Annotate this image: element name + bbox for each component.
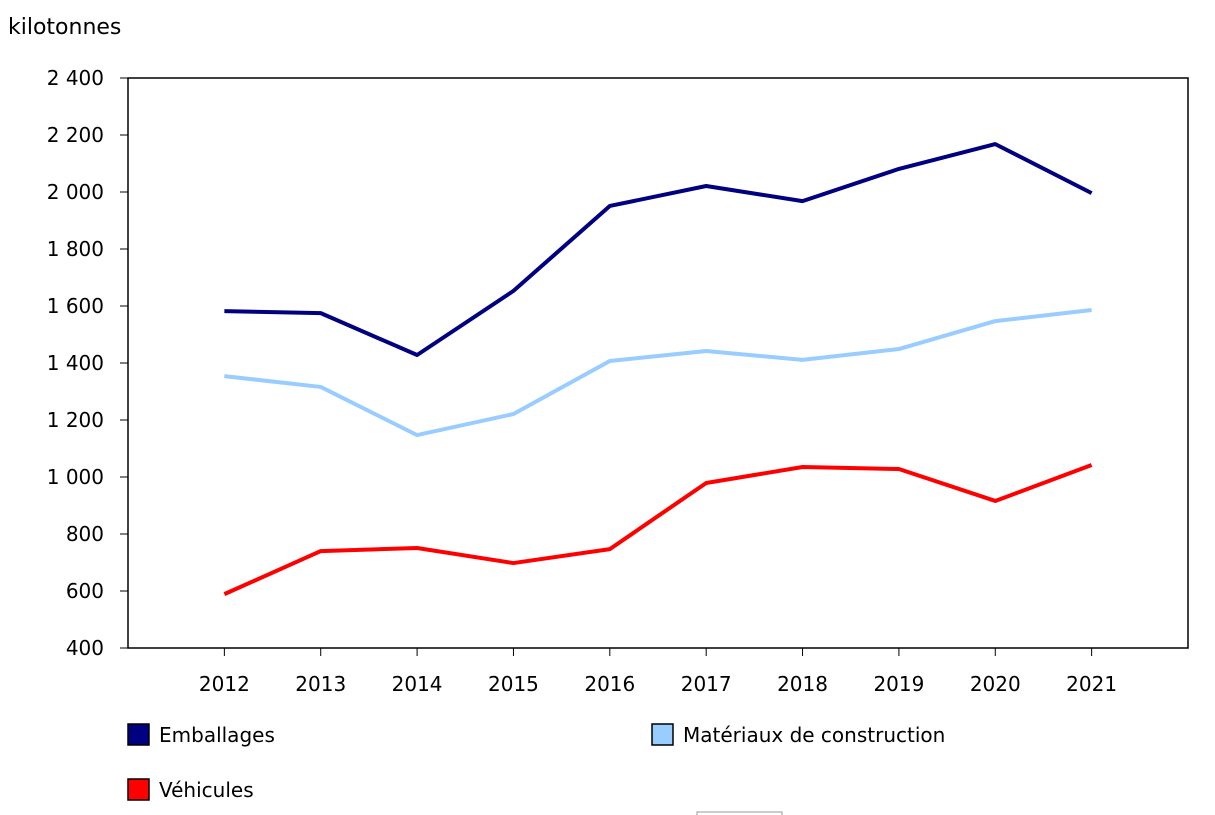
legend-label: Emballages: [159, 723, 275, 747]
x-tick-label: 2018: [777, 672, 828, 696]
y-axis-label: kilotonnes: [8, 15, 121, 40]
x-tick-label: 2021: [1066, 672, 1117, 696]
legend-item: Véhicules: [127, 778, 254, 802]
legend-swatch: [127, 723, 150, 746]
legend-item: Matériaux de construction: [651, 723, 945, 747]
footer-button[interactable]: [696, 811, 783, 815]
x-tick-label: 2013: [295, 672, 346, 696]
x-tick-label: 2020: [970, 672, 1021, 696]
series-line-2: [223, 463, 1093, 596]
y-tick-label: 1 200: [47, 408, 104, 432]
legend-swatch: [127, 778, 150, 801]
x-tick-label: 2019: [873, 672, 924, 696]
x-tick-label: 2014: [392, 672, 443, 696]
y-tick-label: 1 600: [47, 294, 104, 318]
y-tick-label: 1 000: [47, 465, 104, 489]
x-tick-label: 2016: [584, 672, 635, 696]
plot-area: [127, 77, 1189, 649]
legend-swatch: [651, 723, 674, 746]
legend-label: Matériaux de construction: [683, 723, 945, 747]
x-tick-label: 2015: [488, 672, 539, 696]
y-tick-label: 1 800: [47, 237, 104, 261]
x-tick-label: 2017: [681, 672, 732, 696]
x-tick-label: 2012: [199, 672, 250, 696]
legend-item: Emballages: [127, 723, 275, 747]
series-line-1: [224, 308, 1092, 438]
y-tick-label: 400: [66, 636, 104, 660]
series-line-0: [224, 142, 1093, 358]
y-tick-label: 2 200: [47, 123, 104, 147]
y-tick-label: 2 000: [47, 180, 104, 204]
y-tick-label: 1 400: [47, 351, 104, 375]
legend-label: Véhicules: [159, 778, 254, 802]
y-tick-label: 600: [66, 579, 104, 603]
y-tick-label: 2 400: [47, 66, 104, 90]
y-tick-label: 800: [66, 522, 104, 546]
